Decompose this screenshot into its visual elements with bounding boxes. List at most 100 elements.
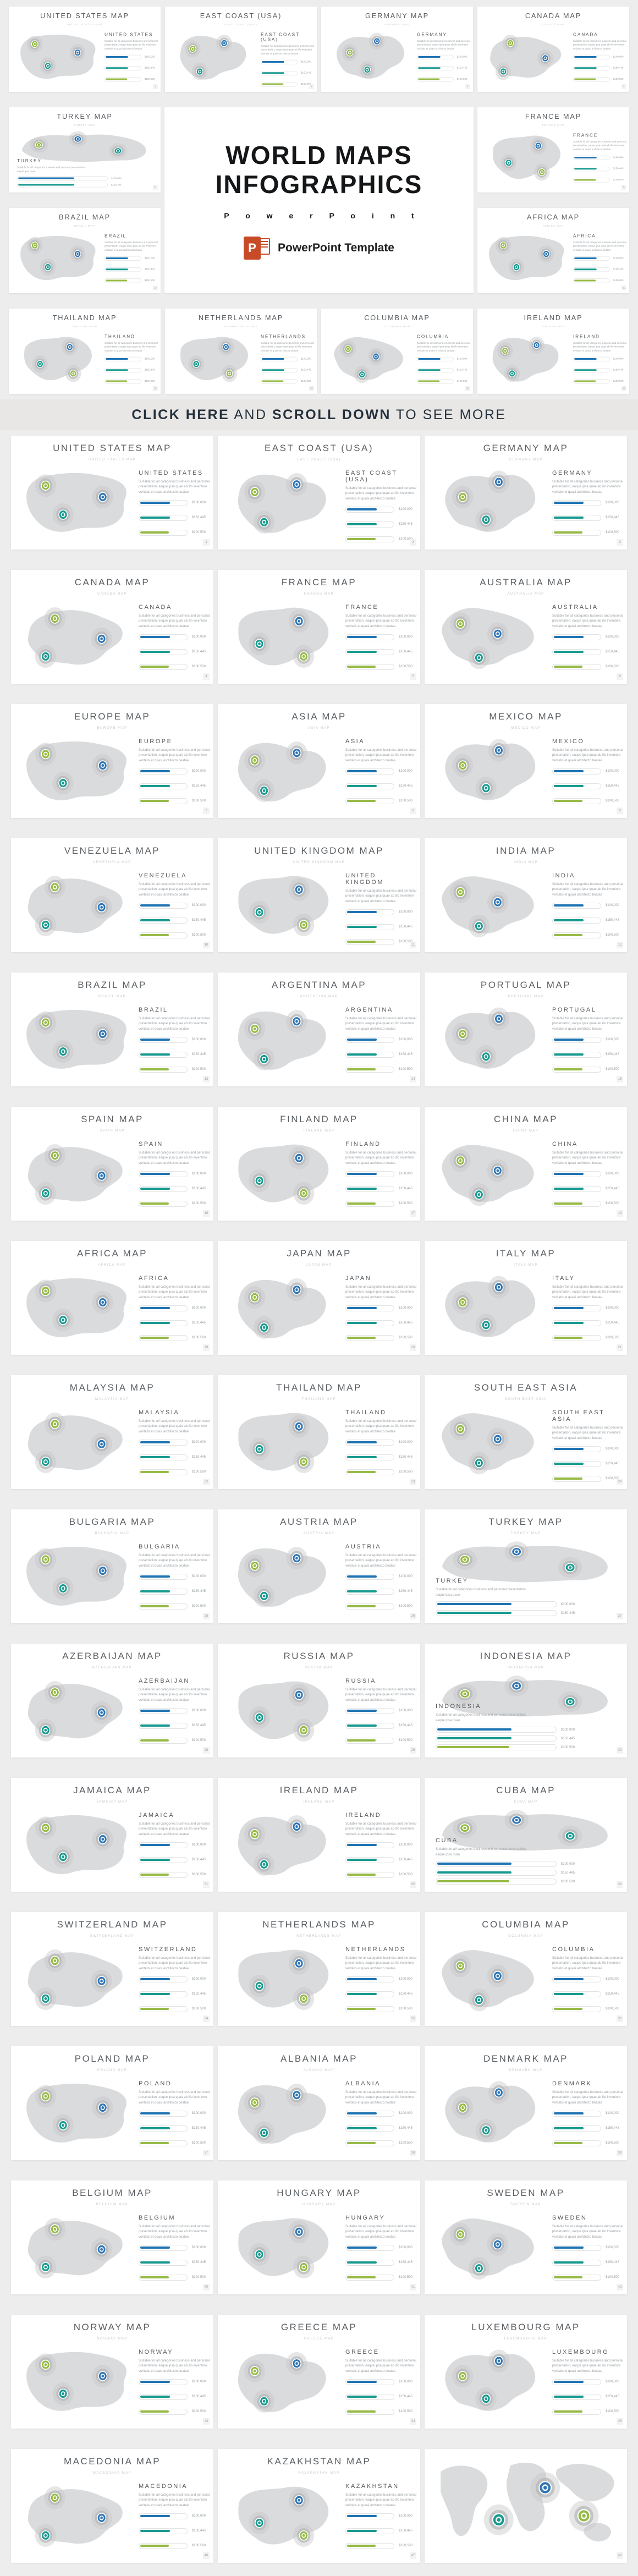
slide-title: UNITED STATES MAP <box>40 12 129 20</box>
progress-value: $150,445 <box>398 1187 413 1191</box>
legend-title: GREECE <box>345 2349 380 2355</box>
progress-value: $100,500 <box>605 1068 619 1072</box>
map-marker-green-icon <box>452 2096 474 2119</box>
slide-title: NETHERLANDS MAP <box>198 314 284 322</box>
progress-bar-teal: $150,445 <box>552 1185 619 1192</box>
progress-bar-teal: $150,445 <box>345 2393 413 2400</box>
progress-bar-teal: $150,445 <box>573 166 624 172</box>
slide-title: COLUMBIA MAP <box>482 1919 570 1930</box>
slide-legend: AUSTRALIA Suitable for all categories bus… <box>552 604 623 679</box>
legend-description: Suitable for all categories business and… <box>345 2091 417 2105</box>
slide-legend: UNITED STATES Suitable for all categories… <box>139 470 210 545</box>
map-marker-blue-icon <box>91 2238 112 2261</box>
progress-track <box>139 2393 188 2400</box>
slide-title: GERMANY MAP <box>483 443 569 453</box>
slide-title: GERMANY MAP <box>365 12 430 20</box>
progress-value: $100,500 <box>191 2007 206 2011</box>
slide-title: CANADA MAP <box>74 577 150 587</box>
map-marker-teal-icon <box>35 1718 56 1742</box>
progress-value: $100,000 <box>144 257 155 260</box>
progress-value: $100,500 <box>605 2007 619 2011</box>
legend-title: UNITED STATES <box>105 32 153 37</box>
slide-subtitle: SWITZERLAND MAP <box>90 1935 135 1938</box>
progress-track <box>139 1857 188 1863</box>
slide-legend: GREECE Suitable for all categories busine… <box>345 2349 416 2424</box>
progress-track <box>417 379 454 384</box>
progress-bar-blue: $100,000 <box>105 356 155 361</box>
page-number: 17 <box>410 1210 416 1217</box>
map-marker-green-icon <box>35 2353 56 2376</box>
progress-bar-blue: $100,000 <box>552 1305 619 1311</box>
slide-legend: THAILAND Suitable for all categories busi… <box>105 334 158 391</box>
progress-bar-teal: $150,445 <box>552 1460 619 1467</box>
progress-track <box>552 1475 601 1482</box>
progress-track <box>139 1991 188 1997</box>
progress-bar-green: $100,500 <box>345 536 413 542</box>
map-marker-teal-icon <box>501 154 517 172</box>
slide-card: UNITED STATES MAP UNITED STATES MAP UNITED… <box>11 436 213 550</box>
slide-title: BRAZIL MAP <box>58 213 111 221</box>
map-marker-green-icon <box>449 612 471 635</box>
progress-bar-teal: $150,445 <box>345 1588 413 1595</box>
legend-title: SWITZERLAND <box>139 1946 197 1953</box>
legend-title: EAST COAST (USA) <box>345 470 398 483</box>
map-marker-green-icon <box>65 365 81 382</box>
map-marker-teal-icon <box>483 2504 514 2535</box>
banner-segment: SCROLL DOWN <box>272 407 391 422</box>
slide-legend: AFRICA Suitable for all categories busine… <box>139 1275 210 1350</box>
slide-subtitle: AUSTRALIA MAP <box>507 592 544 596</box>
slide-card: CUBA MAP CUBA MAP CUBA Suitable for all cat… <box>425 1778 627 1892</box>
slide-row: BRAZIL MAP BRAZIL MAP BRAZIL Suitable for a… <box>11 973 627 1086</box>
progress-track <box>139 1439 188 1446</box>
slide-card: TURKEY MAP TURKEY MAP TURKEY Suitable for a… <box>425 1509 627 1623</box>
progress-value: $100,000 <box>191 2380 206 2384</box>
click-here-scroll-down-banner[interactable]: CLICK HERE AND SCROLL DOWN TO SEE MORE <box>0 399 638 430</box>
progress-bar-blue: $100,000 <box>552 768 619 775</box>
map-marker-blue-icon <box>288 1952 310 1975</box>
legend-description: Suitable for all categories business and… <box>552 749 624 762</box>
page-number: 21 <box>617 1344 623 1351</box>
progress-value: $150,445 <box>191 784 206 788</box>
slide-title: ASIA MAP <box>292 711 346 722</box>
map-marker-teal-icon <box>35 2255 56 2278</box>
slide-legend: CANADA Suitable for all categories busine… <box>573 32 626 89</box>
slide-title: AFRICA MAP <box>77 1248 147 1259</box>
country-map <box>28 1681 123 1742</box>
progress-bar-green: $100,500 <box>139 1737 206 1744</box>
legend-title: BELGIUM <box>139 2215 176 2221</box>
legend-title: DENMARK <box>552 2080 592 2087</box>
slide-card: AUSTRIA MAP AUSTRIA MAP AUSTRIA Suitable fo… <box>218 1509 420 1623</box>
page-number: 1 <box>152 84 158 89</box>
legend-title: CANADA <box>573 32 598 37</box>
page-number: 41 <box>410 2284 416 2291</box>
progress-track <box>345 1857 394 1863</box>
page-number: 3 <box>617 539 623 546</box>
legend-title: VENEZUELA <box>139 872 187 879</box>
slide-legend: NETHERLANDS Suitable for all categories b… <box>345 1946 416 2021</box>
map-marker-blue-icon <box>286 1815 307 1838</box>
country-map <box>238 1413 329 1473</box>
country-map <box>442 608 534 669</box>
slide-subtitle: CHINA MAP <box>513 1129 539 1133</box>
slide-subtitle: MEXICO MAP <box>511 727 541 730</box>
slide-title: DENMARK MAP <box>483 2053 569 2064</box>
progress-track <box>552 1051 601 1058</box>
legend-title: THAILAND <box>105 334 135 339</box>
progress-track <box>552 514 601 521</box>
progress-track <box>105 54 141 59</box>
slide-title: MACEDONIA MAP <box>63 2456 161 2467</box>
map-marker-teal-icon <box>468 1989 490 2012</box>
map-marker-blue-icon <box>69 131 87 147</box>
progress-value: $100,500 <box>191 2141 206 2145</box>
page-number: 8 <box>410 808 416 814</box>
progress-bar-blue: $100,000 <box>139 1171 206 1177</box>
progress-value: $150,445 <box>613 369 624 372</box>
progress-value: $150,445 <box>398 1724 413 1728</box>
progress-bar-teal: $150,445 <box>345 1185 413 1192</box>
slide-title: CHINA MAP <box>493 1114 558 1124</box>
progress-value: $100,000 <box>457 358 468 361</box>
slide-row: BELGIUM MAP BELGIUM MAP BELGIUM Suitable fo… <box>11 2180 627 2294</box>
progress-track <box>139 663 188 670</box>
legend-description: Suitable for all categories business and… <box>139 2225 210 2239</box>
progress-track <box>139 2244 188 2251</box>
